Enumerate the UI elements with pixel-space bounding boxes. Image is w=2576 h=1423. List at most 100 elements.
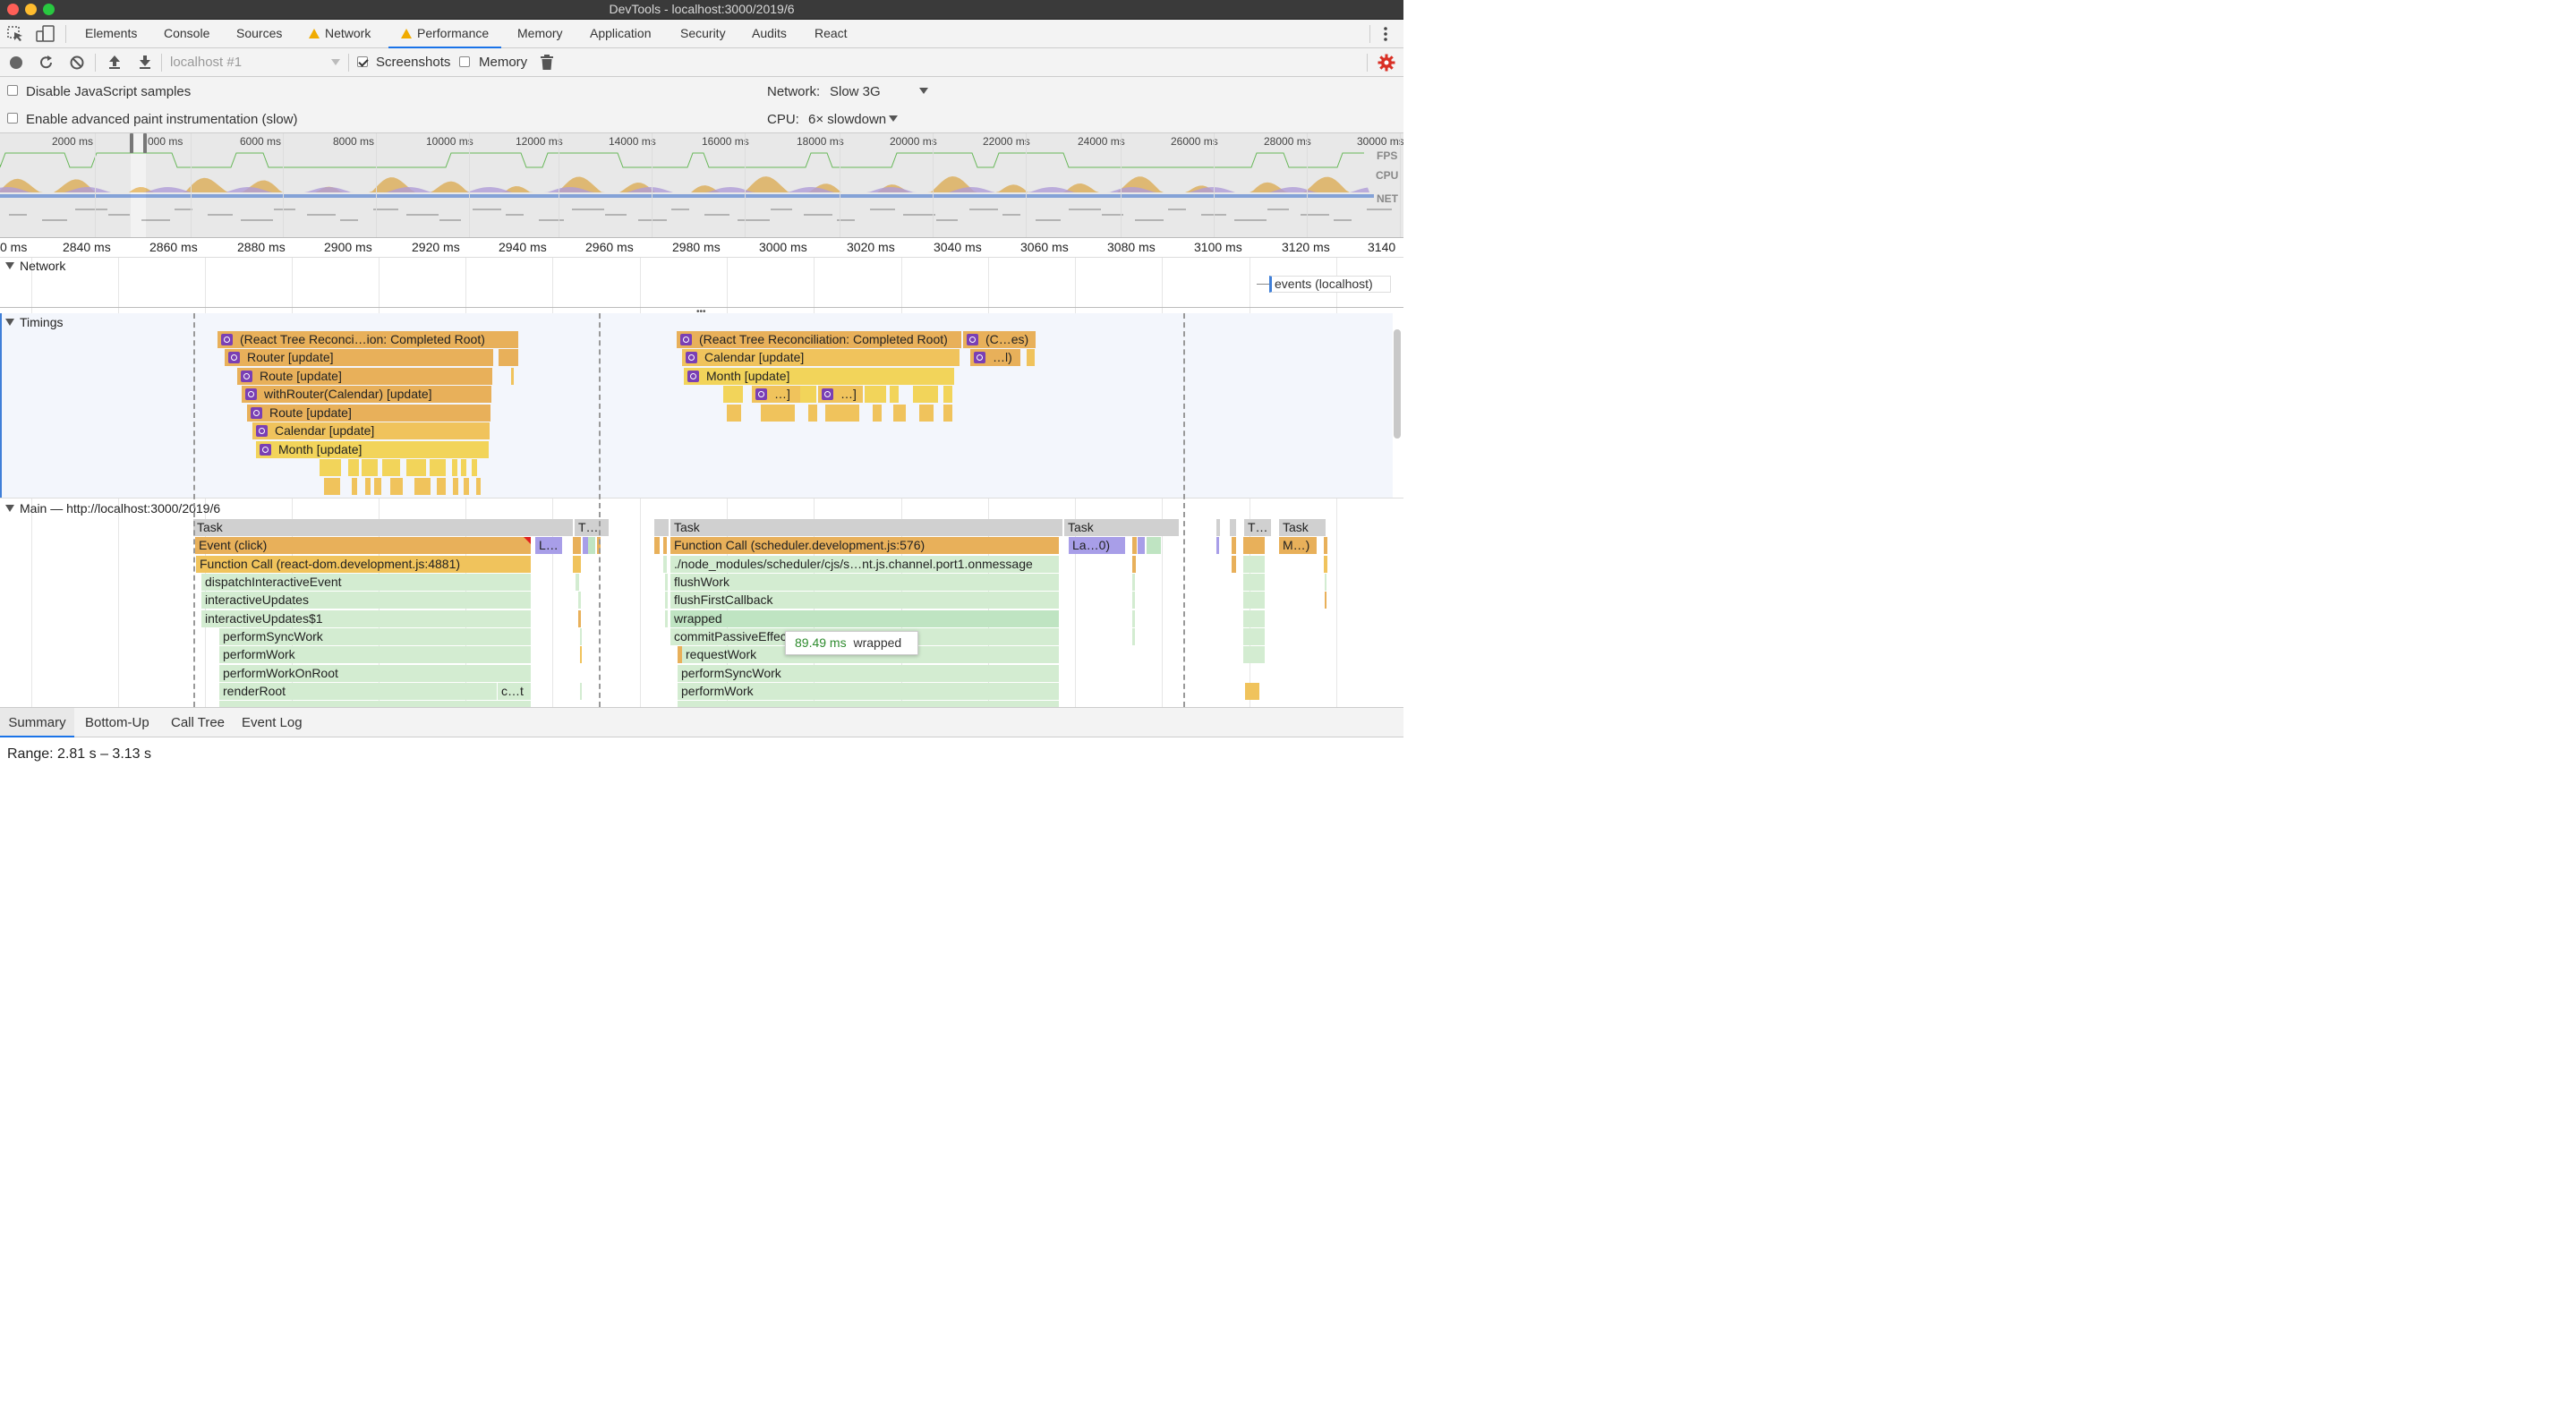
call-bar[interactable] (665, 592, 668, 609)
profile-select[interactable]: localhost #1 (170, 55, 243, 70)
call-bar[interactable] (580, 646, 582, 663)
tab-sources[interactable]: Sources (236, 20, 282, 48)
close-window-button[interactable] (7, 4, 19, 15)
call-bar[interactable] (1132, 537, 1137, 554)
call-bar[interactable] (578, 592, 581, 609)
js-call-bar[interactable]: performSyncWork (678, 665, 1059, 682)
cpu-throttle-select[interactable]: 6× slowdown (808, 112, 887, 127)
timing-bar[interactable]: (C…es) (963, 331, 1036, 348)
task-bar[interactable]: Task (193, 519, 573, 536)
js-call-bar[interactable]: interactiveUpdates$1 (201, 610, 531, 627)
timing-bar[interactable] (800, 386, 816, 403)
task-bar[interactable]: Task (1064, 519, 1179, 536)
tab-bottom-up[interactable]: Bottom-Up (85, 708, 149, 737)
call-bar[interactable] (663, 537, 667, 554)
js-call-bar[interactable]: performWorkOnRoot (219, 665, 531, 682)
call-bar[interactable] (1132, 556, 1136, 573)
call-bar[interactable] (1147, 537, 1161, 554)
timing-bar[interactable] (506, 349, 508, 366)
minimize-window-button[interactable] (25, 4, 37, 15)
function-call-bar[interactable]: Function Call (scheduler.development.js:… (670, 537, 1059, 554)
device-toolbar-icon[interactable] (36, 25, 55, 43)
timeline-overview[interactable]: 2000 ms 000 ms 6000 ms 8000 ms 10000 ms 12000… (0, 133, 1403, 238)
inspect-element-icon[interactable] (7, 26, 25, 42)
call-bar[interactable] (1325, 592, 1326, 609)
call-bar[interactable] (580, 628, 582, 645)
timing-bar[interactable] (1027, 349, 1035, 366)
timing-bar[interactable] (324, 478, 340, 495)
js-call-bar[interactable] (678, 701, 1059, 707)
call-bar[interactable] (1138, 537, 1145, 554)
js-call-bar[interactable]: performSyncWork (219, 628, 531, 645)
timing-bar[interactable]: (React Tree Reconciliation: Completed Ro… (677, 331, 961, 348)
timing-bar[interactable] (476, 478, 481, 495)
collect-garbage-icon[interactable] (540, 54, 554, 71)
call-bar[interactable] (1132, 628, 1135, 645)
call-bar[interactable] (1243, 610, 1265, 627)
call-bar[interactable] (654, 519, 669, 536)
clear-icon[interactable] (69, 55, 85, 71)
call-bar[interactable] (583, 537, 588, 554)
call-bar[interactable] (1216, 537, 1219, 554)
timing-bar[interactable]: Calendar [update] (682, 349, 960, 366)
js-call-bar[interactable]: interactiveUpdates (201, 592, 531, 609)
timing-bar[interactable] (453, 478, 458, 495)
tab-performance[interactable]: Performance (388, 20, 502, 48)
call-bar[interactable] (588, 537, 595, 554)
event-bar[interactable]: Event (click) (195, 537, 531, 554)
call-bar[interactable] (1325, 574, 1326, 591)
timing-bar[interactable]: …] (818, 386, 863, 403)
tab-react[interactable]: React (815, 20, 848, 48)
timings-track-header[interactable]: Timings (5, 315, 64, 329)
enable-paint-checkbox[interactable] (7, 113, 18, 124)
timing-bar[interactable]: Route [update] (237, 368, 492, 385)
timing-bar[interactable]: withRouter(Calendar) [update] (242, 386, 491, 403)
call-bar[interactable] (1324, 556, 1327, 573)
timing-bar[interactable] (761, 405, 795, 422)
timing-bar[interactable] (472, 459, 477, 476)
disable-js-samples-checkbox[interactable] (7, 85, 18, 96)
tab-console[interactable]: Console (164, 20, 209, 48)
call-bar[interactable] (1243, 592, 1265, 609)
tab-elements[interactable]: Elements (85, 20, 137, 48)
timing-bar[interactable] (414, 478, 431, 495)
js-call-bar[interactable]: flushFirstCallback (670, 592, 1059, 609)
call-bar[interactable] (654, 537, 660, 554)
timing-bar[interactable] (430, 459, 446, 476)
call-bar[interactable] (576, 574, 579, 591)
tab-call-tree[interactable]: Call Tree (171, 708, 225, 737)
tab-application[interactable]: Application (590, 20, 652, 48)
call-bar[interactable] (1232, 537, 1236, 554)
timing-bar[interactable] (893, 405, 906, 422)
tab-audits[interactable]: Audits (752, 20, 787, 48)
drag-handle[interactable]: ••• (696, 307, 706, 317)
tab-network[interactable]: Network (309, 20, 371, 48)
timing-bar[interactable]: Month [update] (256, 441, 489, 458)
task-bar[interactable]: T… (575, 519, 609, 536)
call-bar[interactable] (663, 556, 667, 573)
tab-summary[interactable]: Summary (0, 708, 74, 737)
js-call-bar[interactable]: ./node_modules/scheduler/cjs/s…nt.js.cha… (670, 556, 1059, 573)
timing-bar[interactable] (825, 405, 859, 422)
js-call-bar[interactable]: dispatchInteractiveEvent (201, 574, 531, 591)
call-bar[interactable] (1243, 574, 1265, 591)
timing-bar[interactable] (943, 405, 952, 422)
call-bar[interactable] (665, 610, 668, 627)
call-bar[interactable] (1324, 537, 1327, 554)
task-bar[interactable]: T… (1244, 519, 1271, 536)
network-throttle-select[interactable]: Slow 3G (830, 84, 881, 99)
timing-bar[interactable] (452, 459, 457, 476)
task-bar[interactable]: Task (1279, 519, 1326, 536)
call-bar[interactable] (1132, 592, 1135, 609)
call-bar[interactable]: L… (535, 537, 562, 554)
call-bar[interactable] (1132, 610, 1135, 627)
call-bar[interactable] (1243, 628, 1265, 645)
js-call-bar[interactable] (219, 701, 531, 707)
network-request-bar[interactable]: events (localhost) (1269, 276, 1391, 293)
zoom-window-button[interactable] (43, 4, 55, 15)
timing-bar[interactable]: Route [update] (247, 405, 490, 422)
timing-bar[interactable] (348, 459, 359, 476)
task-bar[interactable]: Task (670, 519, 1062, 536)
timing-bar[interactable] (873, 405, 882, 422)
timing-bar[interactable] (374, 478, 381, 495)
